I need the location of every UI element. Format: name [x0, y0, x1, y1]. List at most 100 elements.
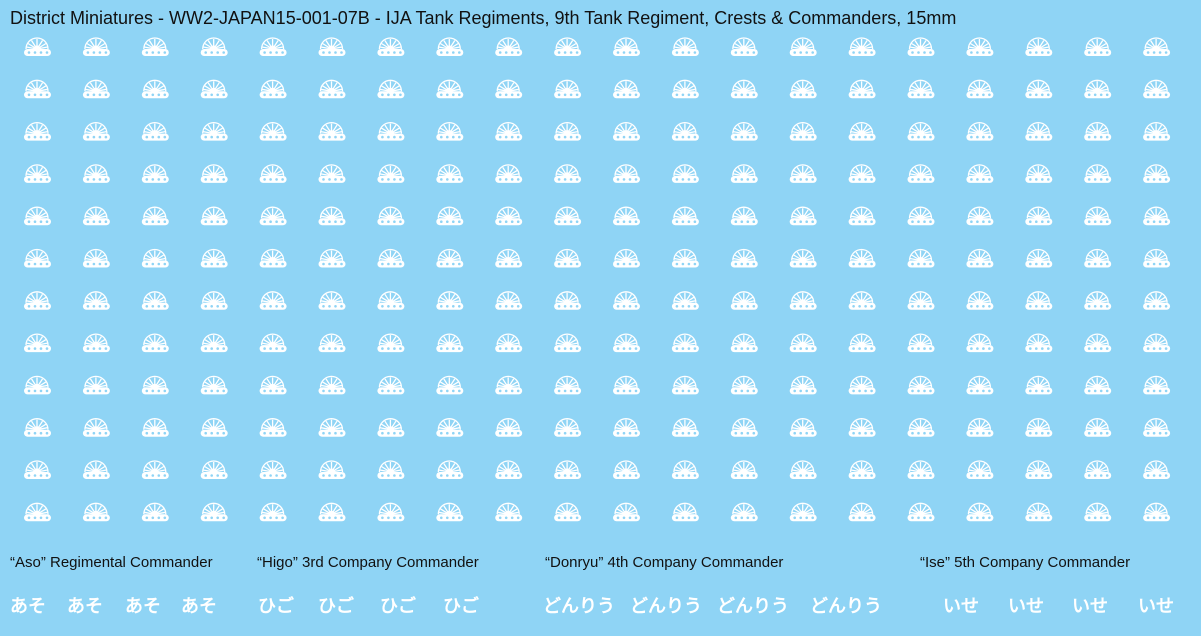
crest	[789, 502, 818, 522]
crest	[553, 418, 582, 438]
crest	[553, 333, 582, 353]
crest	[1142, 375, 1171, 396]
crest	[671, 121, 700, 142]
crest	[847, 121, 877, 142]
crest	[789, 121, 818, 142]
crest	[612, 502, 641, 522]
crest	[82, 502, 111, 522]
crest	[23, 37, 52, 57]
crest	[1024, 375, 1053, 396]
crest	[82, 164, 111, 184]
crest	[494, 121, 523, 142]
crest	[376, 248, 406, 269]
crest	[1024, 79, 1053, 99]
crest	[435, 248, 464, 269]
crest	[376, 291, 406, 311]
crest	[200, 164, 229, 184]
crest	[1024, 37, 1053, 57]
crest	[730, 206, 759, 226]
crest	[1024, 248, 1053, 269]
crest	[847, 460, 877, 480]
crest	[847, 333, 877, 353]
crest	[23, 79, 52, 99]
crest	[671, 164, 700, 184]
crest	[258, 291, 288, 311]
crest	[965, 418, 995, 438]
crest	[1142, 502, 1171, 522]
crest-grid	[23, 37, 1171, 522]
crest	[200, 79, 229, 99]
crest	[847, 164, 877, 184]
kana-decal: どんりう	[810, 596, 882, 616]
crest	[435, 460, 464, 480]
crest	[435, 502, 464, 522]
crest	[612, 248, 641, 269]
crest	[847, 37, 877, 57]
crest	[141, 37, 170, 57]
crest	[376, 79, 406, 99]
crest	[847, 248, 877, 269]
crest	[1083, 121, 1112, 142]
crest	[847, 418, 877, 438]
commander-label: “Higo” 3rd Company Commander	[257, 554, 479, 571]
crest	[671, 375, 700, 396]
crest	[376, 206, 406, 226]
crest	[730, 460, 759, 480]
crest	[82, 418, 111, 438]
crest	[730, 291, 759, 311]
crest	[494, 502, 523, 522]
kana-decal: いせ	[1072, 596, 1108, 616]
crest	[376, 333, 406, 353]
crest	[141, 121, 170, 142]
crest	[612, 460, 641, 480]
crest	[376, 121, 406, 142]
kana-decal: いせ	[1008, 596, 1044, 616]
crest	[906, 460, 936, 480]
crest	[965, 79, 995, 99]
crest	[23, 502, 52, 522]
crest	[1083, 248, 1112, 269]
crest	[200, 460, 229, 480]
crest	[553, 460, 582, 480]
crest	[141, 291, 170, 311]
kana-decal: あそ	[10, 596, 46, 616]
crest	[494, 460, 523, 480]
crest	[789, 460, 818, 480]
crest	[906, 248, 936, 269]
crest	[553, 206, 582, 226]
kana-decal: どんりう	[717, 596, 789, 616]
crest	[317, 333, 347, 353]
crest	[1024, 291, 1053, 311]
crest	[671, 248, 700, 269]
crest	[1083, 291, 1112, 311]
commander-label: “Ise” 5th Company Commander	[920, 554, 1130, 571]
crest	[435, 37, 464, 57]
crest	[906, 375, 936, 396]
crest	[671, 418, 700, 438]
crest	[671, 291, 700, 311]
crest	[141, 206, 170, 226]
crest	[906, 206, 936, 226]
crest	[730, 248, 759, 269]
crest	[23, 291, 52, 311]
crest	[1083, 460, 1112, 480]
crest	[494, 248, 523, 269]
crest	[494, 291, 523, 311]
crest	[1083, 418, 1112, 438]
crest	[612, 291, 641, 311]
crest	[317, 206, 347, 226]
crest	[200, 37, 229, 57]
crest	[847, 291, 877, 311]
crest	[82, 375, 111, 396]
crest	[376, 375, 406, 396]
crest	[789, 79, 818, 99]
crest	[23, 460, 52, 480]
crest	[965, 502, 995, 522]
crest	[494, 375, 523, 396]
kana-decal: いせ	[1138, 596, 1174, 616]
crest	[23, 248, 52, 269]
crest	[435, 164, 464, 184]
crest	[258, 418, 288, 438]
crest	[494, 333, 523, 353]
crest	[730, 37, 759, 57]
